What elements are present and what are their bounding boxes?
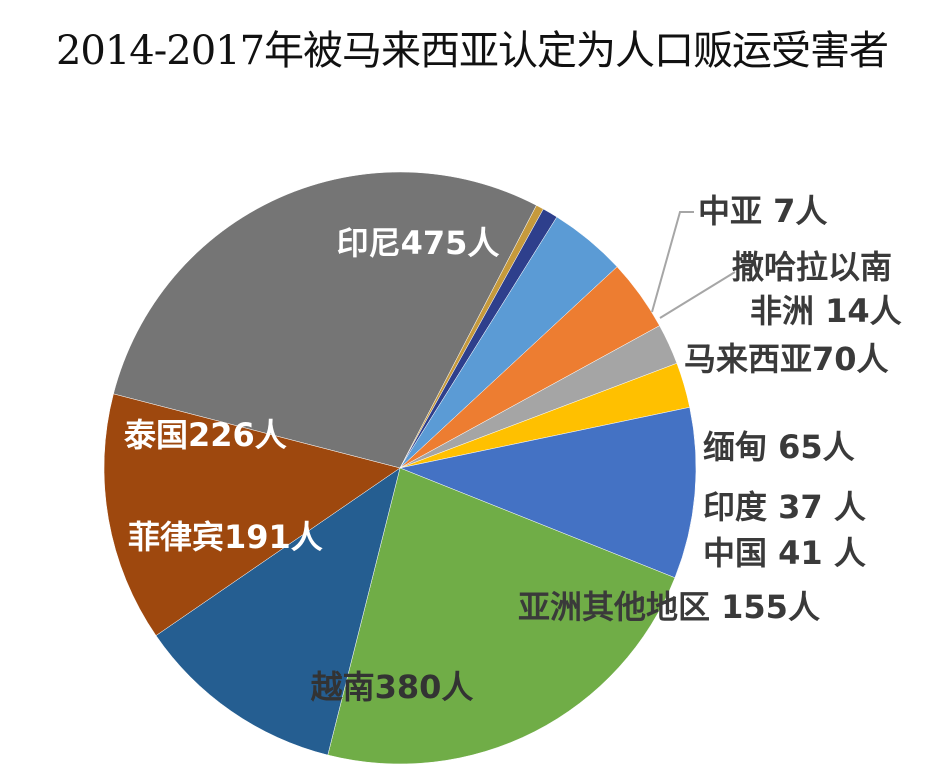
slice-label-vietnam: 越南380人 (311, 668, 474, 706)
pie-slice-10 (103, 393, 401, 636)
slice-label-india: 印度 37 人 (703, 488, 866, 526)
pie-slice-0 (113, 171, 537, 469)
chart-title: 2014-2017年被马来西亚认定为人口贩运受害者 (55, 28, 889, 74)
slice-label-myanmar: 缅甸 65人 (703, 428, 855, 466)
leader-line-sub-saharan-africa (659, 271, 736, 319)
slice-label-china: 中国 41 人 (703, 534, 866, 572)
leader-line-central-asia (651, 211, 694, 313)
pie-slice-9 (155, 467, 401, 756)
slice-label-central-asia: 中亚 7人 (698, 192, 827, 230)
slice-label-indonesia: 印尼475人 (337, 224, 500, 262)
slice-label-sub-saharan-africa-line2: 非洲 14人 (750, 292, 902, 330)
slice-label-other-asia: 亚洲其他地区 155人 (518, 588, 820, 626)
slice-label-malaysia: 马来西亚70人 (684, 340, 889, 378)
slice-labels: 印尼475人 中亚 7人 撒哈拉以南 非洲 14人 马来西亚70人 缅甸 65人… (124, 192, 902, 706)
slice-label-philippines: 菲律宾191人 (128, 518, 323, 556)
pie-slice-7 (399, 407, 697, 579)
slice-label-thailand: 泰国226人 (124, 416, 287, 454)
slice-label-sub-saharan-africa-line1: 撒哈拉以南 (732, 248, 892, 286)
pie-slices (103, 171, 697, 765)
leader-lines (651, 211, 736, 319)
pie-slice-8 (327, 467, 676, 765)
